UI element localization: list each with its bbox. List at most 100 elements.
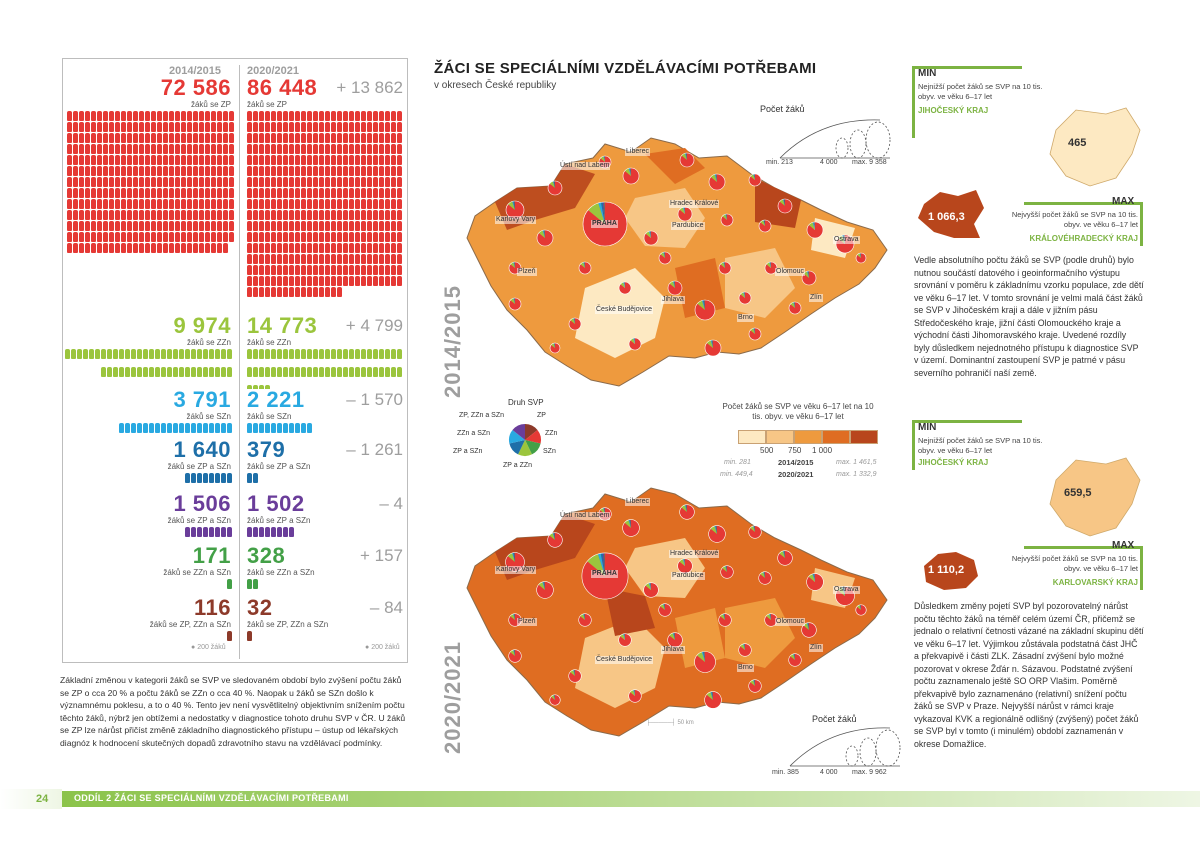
person-icon	[247, 199, 252, 209]
pie-slice	[583, 613, 585, 620]
person-icon	[283, 367, 288, 377]
person-icon	[247, 579, 252, 589]
person-icon	[271, 210, 276, 220]
person-icon	[163, 144, 168, 154]
person-icon	[139, 221, 144, 231]
district-pie	[677, 206, 693, 222]
person-icon	[103, 243, 108, 253]
pie-slice	[697, 300, 705, 310]
person-icon	[85, 144, 90, 154]
pie-slice	[574, 669, 575, 676]
pie-slice	[814, 222, 815, 230]
person-icon	[277, 155, 282, 165]
person-icon	[373, 210, 378, 220]
city-label: Karlovy Vary	[495, 566, 537, 574]
person-icon	[227, 367, 232, 377]
person-icon	[307, 287, 312, 297]
person-icon	[209, 527, 214, 537]
person-icon	[325, 199, 330, 209]
person-icon	[331, 177, 336, 187]
person-icon	[265, 133, 270, 143]
person-icon	[373, 243, 378, 253]
person-icon	[169, 188, 174, 198]
pie-slice	[686, 153, 687, 160]
person-icon	[253, 199, 258, 209]
person-icon	[211, 166, 216, 176]
pie-slice	[573, 669, 575, 676]
pie-slice	[554, 694, 555, 700]
person-icon	[127, 111, 132, 121]
pie-slice	[753, 174, 755, 180]
map-bottom-labels: Liberec Ústí nad Labem Karlovy Vary PRAHA Hr…	[455, 468, 895, 758]
pie-slice	[628, 168, 631, 176]
person-icon	[385, 232, 390, 242]
pie-slice	[710, 526, 717, 534]
person-icon	[307, 111, 312, 121]
legend-row2-max: max. 1 332,9	[836, 471, 877, 478]
pie-slice	[544, 581, 545, 590]
person-icon	[313, 111, 318, 121]
pie-slice	[764, 613, 778, 627]
person-icon	[197, 349, 202, 359]
person-icon	[367, 177, 372, 187]
person-icon	[179, 367, 184, 377]
person-icon	[397, 122, 402, 132]
person-icon	[337, 122, 342, 132]
person-icon	[215, 527, 220, 537]
person-icon	[91, 155, 96, 165]
person-icon	[295, 276, 300, 286]
person-icon	[223, 144, 228, 154]
person-icon	[319, 254, 324, 264]
person-icon	[313, 122, 318, 132]
person-icon	[133, 243, 138, 253]
person-icon	[361, 210, 366, 220]
person-icon	[391, 265, 396, 275]
person-icon	[349, 199, 354, 209]
pie-slice	[623, 282, 625, 288]
pie-slice	[777, 550, 793, 566]
page-number: 24	[36, 793, 49, 805]
person-icon	[319, 155, 324, 165]
person-icon	[253, 349, 258, 359]
person-icon	[307, 243, 312, 253]
person-icon	[247, 265, 252, 275]
person-icon	[283, 243, 288, 253]
person-icon	[157, 199, 162, 209]
person-icon	[319, 232, 324, 242]
pie-slice	[743, 292, 745, 298]
person-icon	[85, 221, 90, 231]
person-icon	[199, 221, 204, 231]
person-icon	[289, 254, 294, 264]
person-icon	[373, 133, 378, 143]
max-bottom-line	[1024, 546, 1142, 549]
person-icon	[253, 133, 258, 143]
person-icon	[355, 155, 360, 165]
person-icon	[355, 276, 360, 286]
person-icon	[277, 144, 282, 154]
person-icon	[271, 177, 276, 187]
person-icon	[319, 367, 324, 377]
person-icon	[205, 232, 210, 242]
person-icon	[67, 155, 72, 165]
pie-slice	[630, 168, 631, 176]
pie-slice	[513, 552, 515, 562]
person-icon	[295, 133, 300, 143]
person-icon	[373, 188, 378, 198]
pie-slice	[711, 340, 713, 348]
pie-slice	[603, 156, 605, 162]
person-icon	[163, 155, 168, 165]
person-icon	[343, 133, 348, 143]
district-pie	[667, 280, 683, 296]
person-icon	[163, 232, 168, 242]
person-icon	[211, 199, 216, 209]
person-icon	[373, 276, 378, 286]
pie-slice	[543, 230, 545, 238]
person-icon	[227, 631, 232, 641]
max-top-value: 1 066,3	[928, 211, 965, 223]
pie-slice	[510, 298, 515, 304]
person-icon	[203, 367, 208, 377]
person-icon	[295, 188, 300, 198]
person-icon	[325, 188, 330, 198]
person-icon	[253, 385, 258, 389]
person-icon	[289, 232, 294, 242]
